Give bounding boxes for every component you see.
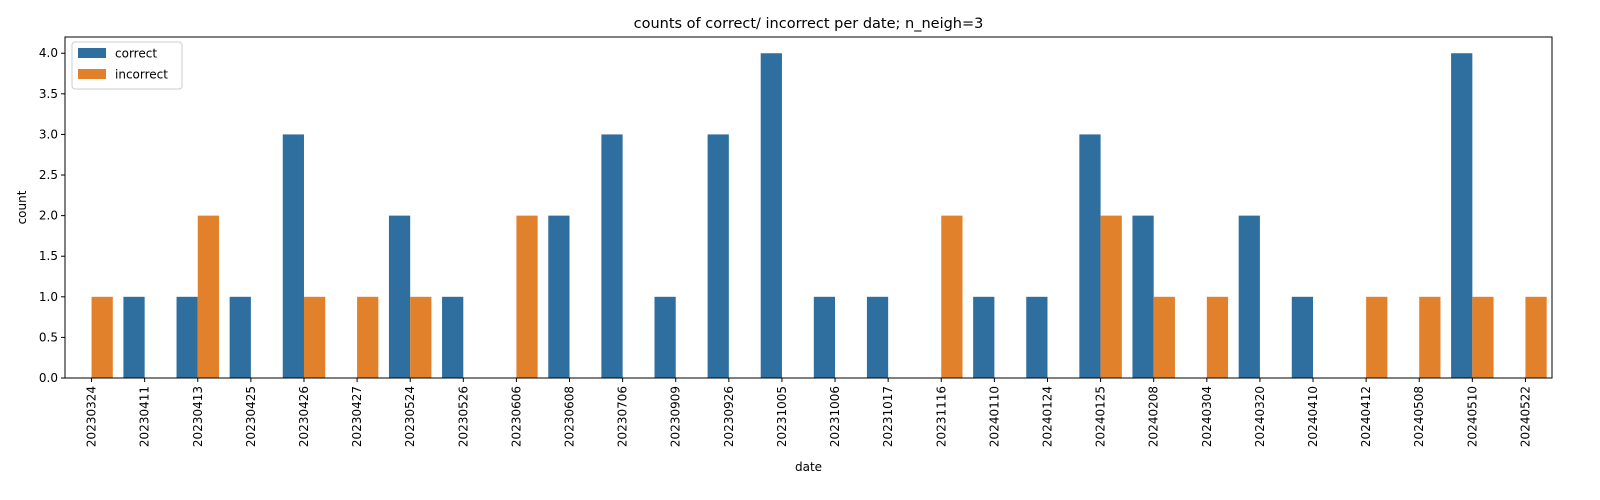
legend-label-incorrect: incorrect — [115, 68, 168, 82]
y-tick-label: 1.0 — [39, 290, 58, 304]
y-tick-label: 3.0 — [39, 127, 58, 141]
x-axis: 20230324 20230411 20230413 20230425 20230426… — [85, 378, 1532, 447]
x-tick-label: 20240110 — [987, 386, 1001, 447]
bar-correct-20231005 — [760, 53, 782, 378]
bar-incorrect-20240208 — [1153, 296, 1175, 378]
x-tick-label: 20230413 — [191, 386, 205, 447]
x-tick-label: 20230426 — [297, 386, 311, 447]
x-tick-label: 20240510 — [1465, 386, 1479, 447]
plot-frame — [64, 36, 1553, 379]
bar-incorrect-20240125 — [1100, 215, 1122, 378]
x-axis-title: date — [795, 460, 822, 474]
bar-correct-20230526 — [442, 296, 464, 378]
chart-title: counts of correct/ incorrect per date; n… — [634, 16, 984, 32]
x-tick-label: 20231005 — [775, 386, 789, 447]
bar-correct-20230524 — [388, 215, 411, 378]
bars — [91, 53, 1547, 378]
x-tick-label: 20230524 — [403, 386, 417, 447]
bar-incorrect-20230606 — [516, 215, 538, 378]
bar-correct-20240124 — [1026, 296, 1048, 378]
y-tick-label: 2.0 — [39, 209, 58, 223]
x-tick-label: 20240412 — [1359, 386, 1373, 447]
legend-swatch-incorrect — [78, 69, 106, 79]
x-tick-label: 20231006 — [828, 386, 842, 447]
bar-incorrect-20230426 — [303, 296, 326, 378]
x-tick-label: 20230411 — [138, 386, 152, 447]
x-tick-label: 20231017 — [881, 386, 895, 447]
x-tick-label: 20230608 — [563, 386, 577, 447]
bar-incorrect-20230324 — [91, 296, 113, 378]
legend-swatch-correct — [78, 48, 106, 58]
bar-correct-20240320 — [1238, 215, 1260, 378]
bar-correct-20240410 — [1291, 296, 1314, 378]
x-tick-label: 20240508 — [1412, 386, 1426, 447]
bar-correct-20230608 — [548, 215, 570, 378]
bar-correct-20230909 — [654, 296, 676, 378]
bar-correct-20240510 — [1451, 53, 1473, 378]
x-tick-label: 20230926 — [722, 386, 736, 447]
x-tick-label: 20230909 — [669, 386, 683, 447]
bar-correct-20230926 — [707, 134, 729, 378]
bar-correct-20230706 — [601, 134, 623, 378]
x-tick-label: 20240304 — [1200, 386, 1214, 447]
y-tick-label: 0.5 — [39, 330, 58, 344]
y-tick-label: 4.0 — [39, 46, 58, 60]
legend-label-correct: correct — [115, 47, 157, 61]
y-tick-label: 3.5 — [39, 87, 58, 101]
bar-correct-20230413 — [176, 296, 198, 378]
x-tick-label: 20230425 — [244, 386, 258, 447]
x-tick-label: 20240410 — [1306, 386, 1320, 447]
bar-correct-20240125 — [1079, 134, 1101, 378]
x-tick-label: 20240320 — [1253, 386, 1267, 447]
bar-incorrect-20240508 — [1419, 296, 1441, 378]
bar-incorrect-20240522 — [1525, 296, 1547, 378]
legend: correct incorrect — [71, 41, 183, 90]
y-tick-label: 0.0 — [39, 371, 58, 385]
bar-correct-20240110 — [973, 296, 995, 378]
x-tick-label: 20231116 — [934, 386, 948, 447]
x-tick-label: 20230427 — [350, 386, 364, 447]
bar-correct-20230426 — [282, 134, 304, 378]
bar-incorrect-20231116 — [941, 215, 963, 378]
bar-correct-20230411 — [123, 296, 145, 378]
bar-incorrect-20240304 — [1206, 296, 1229, 378]
bar-incorrect-20230427 — [357, 296, 379, 378]
bar-incorrect-20240412 — [1366, 296, 1388, 378]
x-tick-label: 20230324 — [85, 386, 99, 447]
bar-incorrect-20230524 — [410, 296, 432, 378]
y-axis: 0.0 0.5 1.0 1.5 2.0 2.5 3.0 3.5 4.0 — [39, 46, 65, 385]
bar-correct-20230425 — [229, 296, 251, 378]
x-tick-label: 20240208 — [1147, 386, 1161, 447]
y-tick-label: 1.5 — [39, 249, 58, 263]
bar-incorrect-20240510 — [1472, 296, 1494, 378]
y-axis-title: count — [15, 190, 29, 224]
x-tick-label: 20230526 — [456, 386, 470, 447]
bar-correct-20231006 — [813, 296, 836, 378]
x-tick-label: 20240522 — [1518, 386, 1532, 447]
x-tick-label: 20240124 — [1040, 386, 1054, 447]
x-tick-label: 20230606 — [509, 386, 523, 447]
bar-correct-20240208 — [1132, 215, 1154, 378]
x-tick-label: 20240125 — [1094, 386, 1108, 447]
x-tick-label: 20230706 — [616, 386, 630, 447]
y-tick-label: 2.5 — [39, 168, 58, 182]
bar-incorrect-20230413 — [197, 215, 220, 378]
bar-correct-20231017 — [866, 296, 889, 378]
